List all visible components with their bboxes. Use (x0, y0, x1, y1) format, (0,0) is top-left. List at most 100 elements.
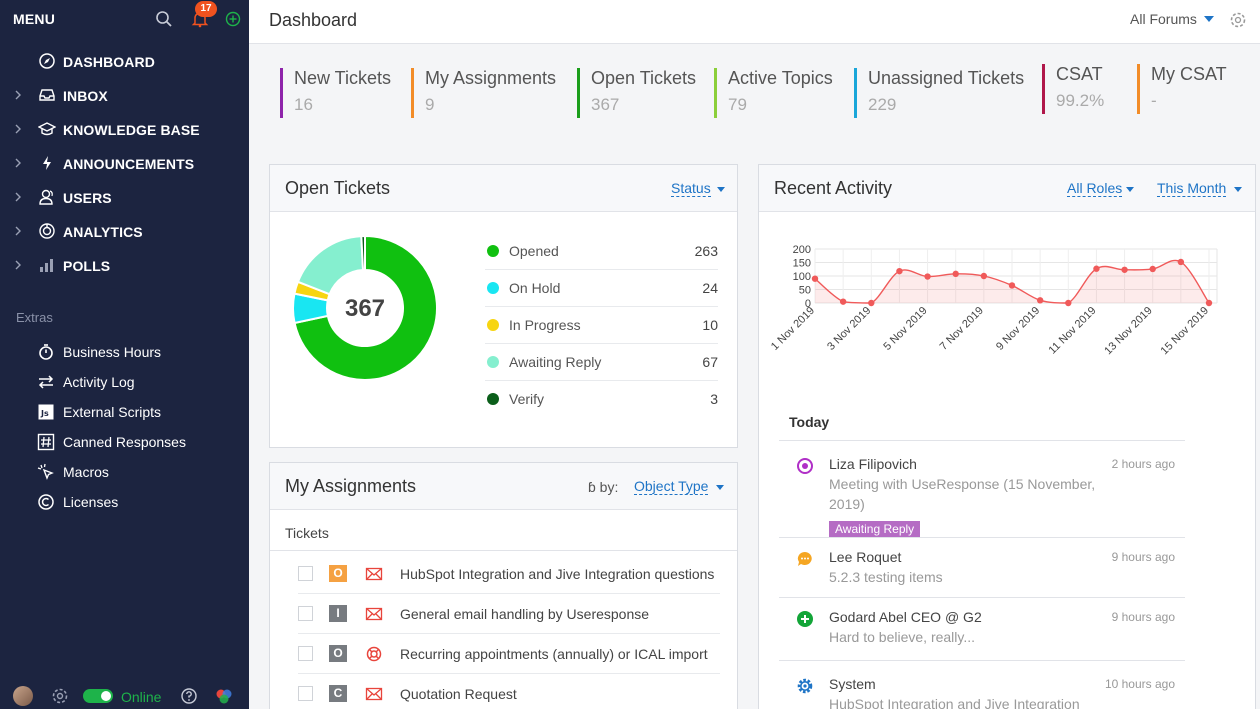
task-row[interactable]: O Recurring appointments (annually) or IC… (298, 634, 720, 674)
chevron-down-icon[interactable] (1126, 187, 1134, 192)
data-point[interactable] (1121, 266, 1128, 273)
nav-item-inbox[interactable]: INBOX (0, 81, 249, 109)
task-checkbox[interactable] (298, 686, 313, 701)
extras-item-external-scripts[interactable]: Js External Scripts (0, 399, 249, 425)
nav-item-polls[interactable]: POLLS (0, 251, 249, 279)
data-point[interactable] (1177, 258, 1185, 266)
data-point[interactable] (952, 270, 959, 278)
donut-slice-awaiting-reply[interactable] (296, 235, 365, 296)
legend-row-awaiting-reply[interactable]: Awaiting Reply 67 (485, 344, 718, 381)
nav-item-users[interactable]: USERS (0, 183, 249, 211)
online-toggle[interactable] (83, 689, 113, 703)
nav-item-announcements[interactable]: ANNOUNCEMENTS (0, 149, 249, 177)
chevron-down-icon[interactable] (716, 485, 724, 490)
activity-author[interactable]: System (829, 676, 876, 692)
task-row[interactable]: C Quotation Request (298, 674, 720, 709)
settings-gear-icon[interactable] (1229, 11, 1247, 29)
legend-dot (487, 393, 499, 405)
panel-header: My Assignments ɓ by: Object Type (270, 463, 737, 510)
stats-row: New Tickets 16 My Assignments 9 Open Ticke… (249, 44, 1260, 162)
task-checkbox[interactable] (298, 646, 313, 661)
donut-slice-verify[interactable] (360, 234, 366, 272)
object-type-filter[interactable]: Object Type (634, 478, 709, 495)
data-point[interactable] (868, 299, 875, 307)
stat-unassigned-tickets[interactable]: Unassigned Tickets 229 (854, 68, 1024, 118)
search-icon[interactable] (155, 10, 173, 28)
legend-row-on-hold[interactable]: On Hold 24 (485, 270, 718, 307)
data-point[interactable] (1205, 299, 1213, 307)
extras-item-macros[interactable]: Macros (0, 459, 249, 485)
nav-item-knowledge-base[interactable]: KNOWLEDGE BASE (0, 115, 249, 143)
legend-value: 3 (710, 391, 718, 407)
task-row[interactable]: I General email handling by Useresponse (298, 594, 720, 634)
data-point[interactable] (1065, 299, 1072, 307)
status-badge: Awaiting Reply (829, 521, 921, 537)
stat-label: My Assignments (425, 68, 557, 88)
donut-slice-opened[interactable] (293, 234, 438, 381)
data-point[interactable] (896, 267, 903, 275)
stat-active-topics[interactable]: Active Topics 79 (714, 68, 833, 118)
data-point[interactable] (980, 272, 988, 280)
my-assignments-panel: My Assignments ɓ by: Object Type Tickets… (269, 462, 738, 709)
stat-new-tickets[interactable]: New Tickets 16 (280, 68, 391, 118)
stat-my-csat[interactable]: My CSAT - (1137, 64, 1227, 114)
notification-badge[interactable]: 17 (195, 1, 217, 17)
open-tickets-panel: Open Tickets Status 367 Opened 263 On Hold… (269, 164, 738, 448)
chevron-down-icon[interactable] (717, 187, 725, 192)
data-point[interactable] (1093, 265, 1100, 272)
task-title[interactable]: HubSpot Integration and Jive Integration… (400, 566, 715, 582)
activity-entry[interactable]: Lee Roquet 9 hours ago 5.2.3 testing items (779, 538, 1185, 598)
donut-total: 367 (344, 295, 386, 322)
brand-logo-icon[interactable] (215, 687, 233, 705)
gear-icon (796, 677, 814, 695)
nav-item-dashboard[interactable]: DASHBOARD (0, 47, 249, 75)
data-point[interactable] (1008, 282, 1016, 289)
activity-description[interactable]: Meeting with UseResponse (15 November, 2… (829, 476, 1096, 512)
activity-description[interactable]: 5.2.3 testing items (829, 569, 943, 585)
roles-filter[interactable]: All Roles (1067, 180, 1123, 197)
task-title[interactable]: Recurring appointments (annually) or ICA… (400, 646, 708, 662)
avatar[interactable] (13, 686, 33, 706)
activity-time: 9 hours ago (1111, 550, 1175, 564)
data-point[interactable] (811, 275, 819, 282)
extras-item-business-hours[interactable]: Business Hours (0, 339, 249, 365)
data-point[interactable] (924, 273, 931, 280)
legend-row-verify[interactable]: Verify 3 (485, 381, 718, 418)
data-point[interactable] (1149, 265, 1156, 273)
forum-filter[interactable]: All Forums (1130, 11, 1197, 27)
task-checkbox[interactable] (298, 606, 313, 621)
add-circle-icon[interactable] (225, 11, 241, 27)
nav-item-analytics[interactable]: ANALYTICS (0, 217, 249, 245)
legend-row-opened[interactable]: Opened 263 (485, 233, 718, 270)
extras-item-canned-responses[interactable]: Canned Responses (0, 429, 249, 455)
activity-entry[interactable]: System 10 hours ago HubSpot Integration an… (779, 661, 1185, 709)
extras-item-licenses[interactable]: Licenses (0, 489, 249, 515)
activity-author[interactable]: Liza Filipovich (829, 456, 917, 472)
stat-value: 99.2% (1056, 91, 1105, 110)
gear-icon[interactable] (51, 687, 69, 705)
extras-item-activity-log[interactable]: Activity Log (0, 369, 249, 395)
activity-author[interactable]: Godard Abel CEO @ G2 (829, 609, 982, 625)
activity-description[interactable]: Hard to believe, really... (829, 629, 976, 645)
activity-description[interactable]: HubSpot Integration and Jive Integration (829, 696, 1080, 709)
chevron-down-icon[interactable] (1234, 187, 1242, 192)
task-title[interactable]: General email handling by Useresponse (400, 606, 650, 622)
period-filter[interactable]: This Month (1157, 180, 1227, 197)
activity-entry[interactable]: Godard Abel CEO @ G2 9 hours ago Hard to b… (779, 598, 1185, 661)
task-title[interactable]: Quotation Request (400, 686, 517, 702)
stat-open-tickets[interactable]: Open Tickets 367 (577, 68, 696, 118)
status-filter[interactable]: Status (671, 180, 711, 197)
y-tick-label: 200 (793, 244, 811, 256)
stat-csat[interactable]: CSAT 99.2% (1042, 64, 1104, 114)
task-row[interactable]: O HubSpot Integration and Jive Integratio… (298, 554, 720, 594)
activity-entry[interactable]: Liza Filipovich 2 hours ago Meeting with U… (779, 441, 1185, 538)
data-point[interactable] (839, 298, 847, 305)
help-icon[interactable] (180, 687, 198, 705)
stat-my-assignments[interactable]: My Assignments 9 (411, 68, 556, 118)
y-tick-label: 100 (793, 271, 811, 283)
task-checkbox[interactable] (298, 566, 313, 581)
activity-author[interactable]: Lee Roquet (829, 549, 902, 565)
data-point[interactable] (1036, 297, 1044, 304)
chevron-down-icon[interactable] (1204, 16, 1214, 22)
legend-row-in-progress[interactable]: In Progress 10 (485, 307, 718, 344)
